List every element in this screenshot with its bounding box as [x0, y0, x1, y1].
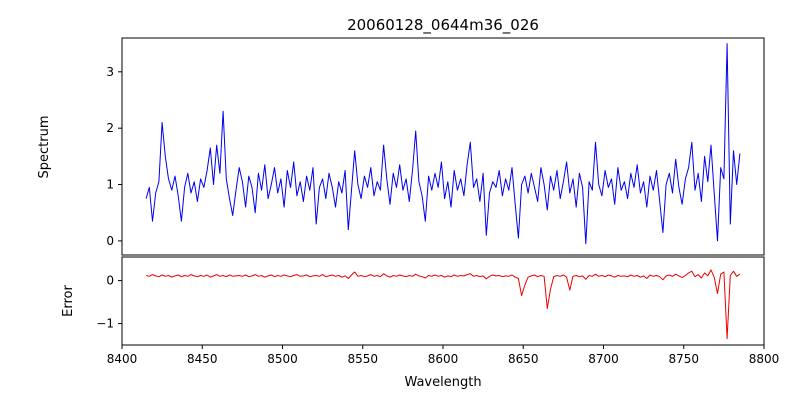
error-panel-frame — [121, 256, 765, 346]
error-line — [145, 269, 741, 340]
error-y-ticks: −1 0 — [96, 274, 122, 331]
x-tick-label: 8500 — [267, 352, 298, 366]
x-ticks: 8400 8450 8500 8550 8600 8650 8700 8750 8800 — [107, 345, 780, 366]
x-tick-label: 8550 — [347, 352, 378, 366]
error-y-tick-label: −1 — [96, 317, 114, 331]
spectrum-panel-frame — [121, 37, 765, 256]
x-tick-label: 8750 — [668, 352, 699, 366]
x-axis-label: Wavelength — [404, 375, 481, 390]
x-tick-label: 8600 — [428, 352, 459, 366]
spectrum-y-tick-label: 1 — [106, 178, 114, 192]
error-polyline — [145, 269, 741, 340]
spectrum-y-tick-label: 3 — [106, 65, 114, 79]
error-y-tick-label: 0 — [106, 274, 114, 288]
x-tick-label: 8450 — [187, 352, 218, 366]
x-tick-label: 8400 — [107, 352, 138, 366]
x-tick-label: 8800 — [749, 352, 780, 366]
spectrum-y-tick-label: 2 — [106, 121, 114, 135]
spectrum-y-ticks: 0 1 2 3 — [106, 65, 122, 248]
spectrum-line — [145, 43, 741, 245]
axes-frame — [121, 37, 765, 346]
x-tick-label: 8650 — [508, 352, 539, 366]
spectrum-y-axis-label: Spectrum — [37, 116, 52, 179]
spectrum-polyline — [145, 43, 741, 245]
chart-title: 20060128_0644m36_026 — [347, 16, 539, 35]
spectrum-y-tick-label: 0 — [106, 234, 114, 248]
x-tick-label: 8700 — [588, 352, 619, 366]
error-y-axis-label: Error — [61, 285, 76, 317]
